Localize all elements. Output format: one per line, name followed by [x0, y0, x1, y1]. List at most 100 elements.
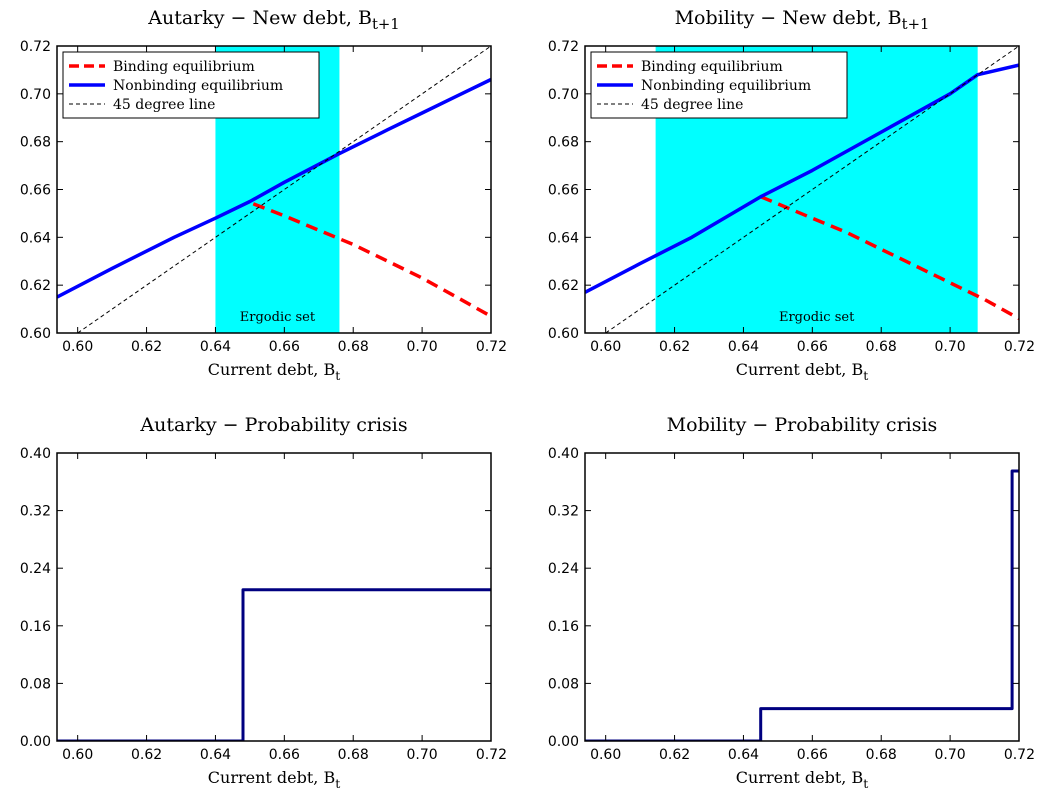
- y-tick-label: 0.08: [20, 676, 51, 692]
- chart-panel-2: Ergodic set 0.60 0.62 0.64 0.66 0.68 0.70 0.72 0…: [548, 7, 1035, 383]
- x-tick-label: 0.60: [62, 339, 93, 355]
- y-tick-label: 0.16: [20, 619, 51, 635]
- x-axis-label-main: Current debt, B: [208, 768, 335, 787]
- legend: Binding equilibrium Nonbinding equilibriu…: [62, 51, 320, 119]
- y-tick-label: 0.62: [20, 278, 51, 294]
- x-tick-label: 0.66: [269, 747, 300, 763]
- y-tick-label: 0.60: [548, 326, 579, 342]
- x-tick-label: 0.72: [476, 747, 507, 763]
- x-tick-label: 0.62: [659, 747, 690, 763]
- x-axis-label-subscript: t: [335, 368, 340, 383]
- chart-title-main: Autarky − Probability crisis: [139, 414, 407, 436]
- series-line-nonbinding-equilibrium: [57, 77, 491, 299]
- legend-box: [62, 51, 320, 119]
- chart-title-main: Autarky − New debt, B: [147, 7, 372, 29]
- x-tick-label: 0.60: [590, 747, 621, 763]
- chart-title-main: Mobility − Probability crisis: [667, 414, 938, 436]
- x-tick-label: 0.64: [200, 339, 231, 355]
- y-tick-label: 0.72: [548, 39, 579, 55]
- y-tick-label: 0.66: [20, 183, 51, 199]
- x-tick-label: 0.64: [200, 747, 231, 763]
- legend-label: 45 degree line: [113, 97, 215, 113]
- y-tick-label: 0.16: [548, 619, 579, 635]
- legend-label: Nonbinding equilibrium: [113, 78, 283, 94]
- x-axis-label-subscript: t: [863, 368, 868, 383]
- x-tick-label: 0.68: [866, 747, 897, 763]
- chart-title-main: Mobility − New debt, B: [675, 7, 902, 29]
- series-line-step-1: [57, 588, 491, 741]
- x-axis-label: Current debt, Bt: [208, 360, 340, 383]
- y-tick-label: 0.66: [548, 183, 579, 199]
- series-group: [57, 46, 491, 333]
- legend-box: [590, 51, 848, 119]
- y-tick-label: 0.68: [20, 135, 51, 151]
- y-tick-label: 0.32: [548, 504, 579, 520]
- x-tick-label: 0.66: [269, 339, 300, 355]
- x-axis-label: Current debt, Bt: [736, 768, 868, 791]
- chart-title-subscript: t+1: [902, 16, 930, 33]
- x-axis-label-main: Current debt, B: [736, 360, 863, 379]
- x-axis-label: Current debt, Bt: [208, 768, 340, 791]
- x-tick-label: 0.62: [659, 339, 690, 355]
- y-tick-label: 0.64: [20, 230, 51, 246]
- x-tick-label: 0.62: [131, 339, 162, 355]
- x-tick-label: 0.72: [1004, 339, 1035, 355]
- x-tick-label: 0.66: [797, 339, 828, 355]
- x-tick-label: 0.64: [728, 339, 759, 355]
- chart-title: Autarky − New debt, Bt+1: [147, 7, 399, 33]
- x-tick-label: 0.60: [590, 339, 621, 355]
- x-tick-label: 0.72: [476, 339, 507, 355]
- y-tick-label: 0.70: [20, 87, 51, 103]
- y-tick-label: 0.24: [20, 561, 51, 577]
- x-tick-label: 0.60: [62, 747, 93, 763]
- x-axis-label-main: Current debt, B: [736, 768, 863, 787]
- x-tick-label: 0.68: [338, 747, 369, 763]
- series-line-step-1: [585, 469, 1019, 741]
- x-axis-label-main: Current debt, B: [208, 360, 335, 379]
- y-tick-label: 0.70: [548, 87, 579, 103]
- y-tick-label: 0.72: [20, 39, 51, 55]
- chart-title: Mobility − Probability crisis: [667, 414, 938, 436]
- series-group: [585, 46, 1019, 333]
- x-tick-label: 0.62: [131, 747, 162, 763]
- legend-label: Binding equilibrium: [641, 59, 783, 75]
- y-tick-label: 0.40: [20, 446, 51, 462]
- legend-label: Binding equilibrium: [113, 59, 255, 75]
- series-group: [585, 469, 1019, 741]
- y-tick-label: 0.60: [20, 326, 51, 342]
- series-group: [57, 588, 491, 741]
- ergodic-set-label: Ergodic set: [240, 310, 316, 325]
- y-tick-label: 0.24: [548, 561, 579, 577]
- chart-panel-4: 0.60 0.62 0.64 0.66 0.68 0.70 0.72 0.00 0.08 0.16…: [548, 414, 1035, 791]
- chart-panel-3: 0.60 0.62 0.64 0.66 0.68 0.70 0.72 0.00 0.08 0.16…: [20, 414, 507, 791]
- x-tick-label: 0.70: [935, 747, 966, 763]
- x-tick-label: 0.64: [728, 747, 759, 763]
- x-tick-label: 0.70: [407, 339, 438, 355]
- y-tick-label: 0.00: [548, 734, 579, 750]
- x-tick-label: 0.68: [866, 339, 897, 355]
- y-tick-label: 0.68: [548, 135, 579, 151]
- x-tick-label: 0.70: [935, 339, 966, 355]
- legend-label: 45 degree line: [641, 97, 743, 113]
- x-axis-label-subscript: t: [335, 776, 340, 791]
- chart-title: Autarky − Probability crisis: [139, 414, 407, 436]
- series-line-binding-equilibrium: [760, 195, 1019, 321]
- legend-label: Nonbinding equilibrium: [641, 78, 811, 94]
- x-tick-label: 0.66: [797, 747, 828, 763]
- y-tick-label: 0.08: [548, 676, 579, 692]
- chart-title: Mobility − New debt, Bt+1: [675, 7, 930, 33]
- series-line-binding-equilibrium: [252, 202, 491, 318]
- ergodic-set-label: Ergodic set: [779, 310, 855, 325]
- plot-frame: [584, 452, 1020, 742]
- x-tick-label: 0.72: [1004, 747, 1035, 763]
- x-axis-label: Current debt, Bt: [736, 360, 868, 383]
- y-tick-label: 0.40: [548, 446, 579, 462]
- chart-panel-1: Ergodic set 0.60 0.62 0.64 0.66 0.68 0.70 0.72 0…: [20, 7, 507, 383]
- x-tick-label: 0.68: [338, 339, 369, 355]
- x-tick-label: 0.70: [407, 747, 438, 763]
- y-tick-label: 0.62: [548, 278, 579, 294]
- y-tick-label: 0.64: [548, 230, 579, 246]
- plot-frame: [56, 452, 492, 742]
- chart-title-subscript: t+1: [372, 16, 400, 33]
